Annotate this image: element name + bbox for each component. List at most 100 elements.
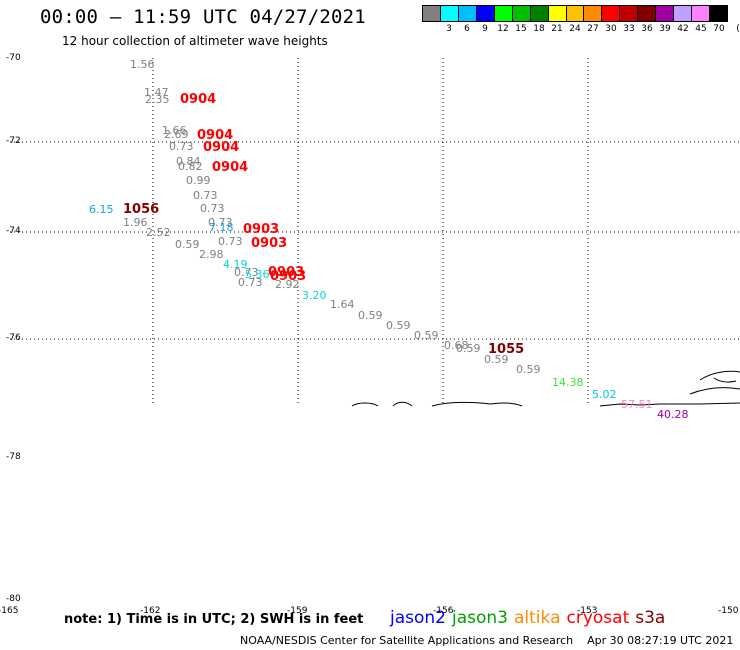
legend-tick-label: 36 bbox=[641, 24, 653, 34]
legend-swatches bbox=[422, 5, 728, 22]
legend-tick-label: 27 bbox=[587, 24, 599, 34]
swh-label: 1.96 bbox=[123, 216, 148, 229]
timestamp-text: Apr 30 08:27:19 UTC 2021 bbox=[587, 634, 734, 647]
swh-label: 5.02 bbox=[592, 388, 617, 401]
pass-time-label: 0904 bbox=[212, 160, 248, 175]
pass-time-label: 0903 bbox=[251, 236, 287, 251]
satellite-jason3: jason3 bbox=[452, 608, 508, 628]
legend-swatch bbox=[584, 6, 603, 21]
swh-label: 0.59 bbox=[516, 363, 541, 376]
swh-label: 1.64 bbox=[330, 298, 355, 311]
swh-label: 40.28 bbox=[657, 408, 689, 421]
legend-swatch bbox=[440, 6, 459, 21]
footer-credit: NOAA/NESDIS Center for Satellite Applica… bbox=[240, 634, 733, 647]
map-title: 00:00 – 11:59 UTC 04/27/2021 bbox=[40, 6, 366, 28]
pass-time-label: 0904 bbox=[203, 140, 239, 155]
coastline-segment bbox=[689, 387, 740, 395]
swh-label: 0.59 bbox=[175, 238, 200, 251]
legend-tick-label: 70 bbox=[713, 24, 725, 34]
legend-tick-label: 24 bbox=[569, 24, 581, 34]
legend-tick-label: 39 bbox=[659, 24, 671, 34]
legend-swatch bbox=[656, 6, 675, 21]
legend-swatch bbox=[530, 6, 549, 21]
swh-label: 2.69 bbox=[164, 128, 189, 141]
legend-swatch bbox=[602, 6, 621, 21]
swh-label: 1.56 bbox=[130, 58, 155, 71]
swh-label: 5.36 bbox=[245, 268, 270, 281]
satellite-altika: altika bbox=[514, 608, 561, 628]
swh-label: 0.73 bbox=[234, 266, 259, 279]
pass-time-label: 0903 bbox=[243, 222, 279, 237]
swh-label: 0.82 bbox=[178, 160, 203, 173]
latitude-label: -72 bbox=[6, 136, 21, 146]
legend-tick-label: 6 bbox=[464, 24, 470, 34]
legend-swatch bbox=[620, 6, 639, 21]
legend-tick-label: 12 bbox=[497, 24, 509, 34]
legend-swatch bbox=[638, 6, 657, 21]
legend-tick-label: 15 bbox=[515, 24, 527, 34]
swh-label: 6.15 bbox=[89, 203, 114, 216]
swh-label: 0.68 bbox=[444, 339, 469, 352]
coastline-segment bbox=[392, 401, 413, 407]
swh-label: 0.59 bbox=[456, 342, 481, 355]
legend-swatch bbox=[494, 6, 513, 21]
legend-tick-label: 42 bbox=[677, 24, 689, 34]
legend-swatch bbox=[566, 6, 585, 21]
legend-tick-label: 45 bbox=[695, 24, 707, 34]
swh-label: 0.73 bbox=[238, 276, 263, 289]
swh-label: 2.52 bbox=[146, 226, 171, 239]
legend-tick-label: 21 bbox=[551, 24, 563, 34]
swh-label: 0.99 bbox=[186, 174, 211, 187]
swh-label: 0.73 bbox=[208, 216, 233, 229]
legend-swatch bbox=[476, 6, 495, 21]
pass-time-label: 0904 bbox=[197, 128, 233, 143]
swh-label: 0.59 bbox=[484, 353, 509, 366]
swh-label: 0.73 bbox=[200, 202, 225, 215]
legend-swatch bbox=[548, 6, 567, 21]
swh-label: 4.19 bbox=[223, 258, 248, 271]
legend-swatch bbox=[692, 6, 710, 21]
swh-label: 1.47 bbox=[144, 86, 169, 99]
satellite-s3a: s3a bbox=[635, 608, 666, 628]
swh-label: 0.73 bbox=[218, 235, 243, 248]
swh-label: 2.35 bbox=[145, 93, 170, 106]
pass-time-label: 0904 bbox=[180, 92, 216, 107]
legend-tick-label: 33 bbox=[623, 24, 635, 34]
swh-label: 0.59 bbox=[358, 309, 383, 322]
coastline-segment bbox=[351, 402, 379, 407]
swh-label: 7.18 bbox=[209, 221, 234, 234]
legend-swatch bbox=[512, 6, 531, 21]
longitude-label: -165 bbox=[0, 606, 19, 616]
legend-tick-label: 9 bbox=[482, 24, 488, 34]
satellite-legend: jason2 jason3 altika cryosat s3a bbox=[390, 608, 671, 628]
pass-time-label: 0903 bbox=[270, 269, 306, 284]
map-subtitle: 12 hour collection of altimeter wave hei… bbox=[62, 34, 328, 48]
legend-swatch bbox=[423, 6, 441, 21]
swh-label: 14.38 bbox=[552, 376, 584, 389]
longitude-label: -150 bbox=[718, 606, 739, 616]
swh-label: 2.92 bbox=[275, 278, 300, 291]
longitude-label: -159 bbox=[287, 606, 308, 616]
legend-tick-label: 3 bbox=[446, 24, 452, 34]
pass-time-label: 1056 bbox=[123, 202, 159, 217]
swh-label: 0.84 bbox=[176, 155, 201, 168]
legend-swatch bbox=[710, 6, 727, 21]
latitude-label: -70 bbox=[6, 53, 21, 63]
latitude-label: -78 bbox=[6, 452, 21, 462]
legend-swatch bbox=[458, 6, 477, 21]
swh-label: 1.66 bbox=[162, 124, 187, 137]
swh-label: 0.59 bbox=[414, 329, 439, 342]
swh-label: 3.20 bbox=[302, 289, 327, 302]
longitude-label: -156 bbox=[433, 606, 454, 616]
credit-text: NOAA/NESDIS Center for Satellite Applica… bbox=[240, 634, 574, 647]
longitude-label: -162 bbox=[140, 606, 161, 616]
latitude-label: -76 bbox=[6, 333, 21, 343]
coastline-segment bbox=[713, 377, 737, 383]
pass-time-label: 0903 bbox=[268, 265, 304, 280]
coastline-segment bbox=[699, 370, 740, 381]
longitude-label: -153 bbox=[577, 606, 598, 616]
pass-time-label: 1055 bbox=[488, 342, 524, 357]
